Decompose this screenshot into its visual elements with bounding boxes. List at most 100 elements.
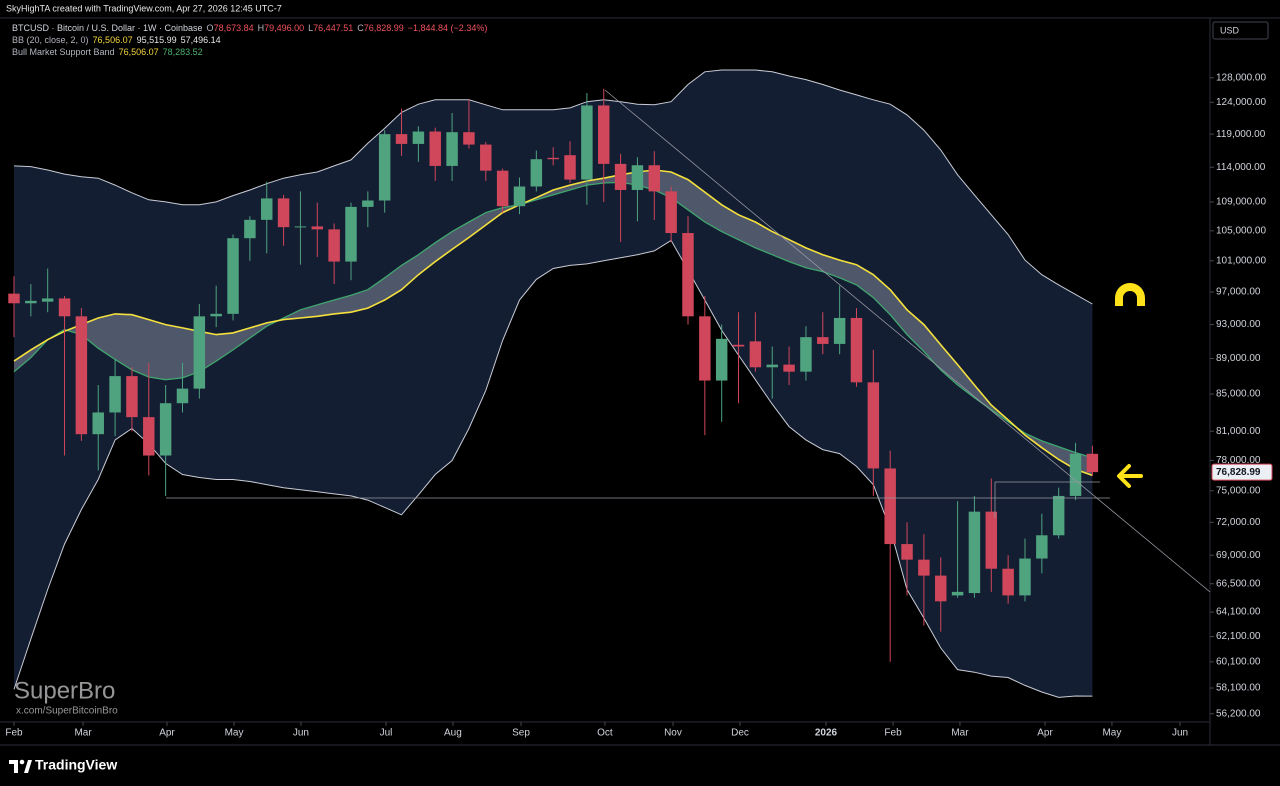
x-tick-label: Mar <box>951 728 969 739</box>
y-tick-label: 85,000.00 <box>1216 389 1261 400</box>
candle-body <box>631 165 644 190</box>
candle-body <box>378 134 391 201</box>
candle-body <box>530 159 543 187</box>
legend-band: Bull Market Support Band 76,506.07 78,283.… <box>12 47 203 57</box>
x-tick-label: 2026 <box>815 728 838 739</box>
x-tick-label: Jun <box>1172 728 1188 739</box>
x-tick-label: Dec <box>731 728 749 739</box>
candle-body <box>227 238 239 314</box>
y-tick-label: 64,100.00 <box>1216 607 1261 618</box>
y-tick-label: 72,000.00 <box>1216 517 1261 528</box>
candle-body <box>665 191 677 234</box>
y-tick-label: 62,100.00 <box>1216 631 1261 642</box>
y-tick-label: 69,000.00 <box>1216 550 1261 561</box>
y-tick-label: 78,000.00 <box>1216 455 1261 466</box>
legend-ohlc-label: O <box>207 23 214 33</box>
brand-logo <box>9 759 32 773</box>
candle-body <box>395 134 408 144</box>
y-tick-label: 119,000.00 <box>1216 129 1266 140</box>
candle-body <box>1036 535 1048 559</box>
trend-line <box>604 89 1210 593</box>
magnet-shape <box>1115 283 1145 312</box>
candle-body <box>261 198 273 220</box>
candle-body <box>480 144 492 171</box>
y-tick-label: 105,000.00 <box>1216 225 1266 236</box>
candle-body <box>850 317 863 383</box>
candle-body <box>311 226 324 230</box>
candle-body <box>699 316 711 381</box>
candle-body <box>614 163 627 190</box>
x-tick-label: May <box>225 728 244 739</box>
legend-band-value: 76,506.07 <box>119 47 159 57</box>
candle-body <box>362 200 374 207</box>
x-tick-label: Apr <box>159 728 175 739</box>
y-tick-label: 89,000.00 <box>1216 353 1261 364</box>
x-tick-label: Feb <box>884 728 902 739</box>
candle-body <box>732 344 745 347</box>
candle-body <box>968 511 981 594</box>
candle-body <box>143 417 155 456</box>
legend-band-label: Bull Market Support Band <box>12 47 115 57</box>
candle-body <box>766 364 778 368</box>
candle-body <box>935 575 947 602</box>
candle-body <box>800 337 812 372</box>
candle-body <box>463 132 475 145</box>
x-tick-label: May <box>1102 728 1121 739</box>
candle-body <box>1086 453 1099 473</box>
candle-body <box>1052 495 1065 536</box>
candle-body <box>92 412 104 435</box>
candle-body <box>715 338 728 381</box>
y-tick-label: 56,200.00 <box>1216 708 1261 719</box>
candle-body <box>749 341 762 368</box>
candle-body <box>985 511 998 569</box>
candle-body <box>1002 568 1014 596</box>
candle-body <box>244 219 256 239</box>
legend-ohlc-label: L <box>308 23 313 33</box>
logo-part <box>9 760 18 773</box>
candle-body <box>8 293 20 304</box>
y-tick-label: 101,000.00 <box>1216 255 1266 266</box>
candle-body <box>126 376 138 418</box>
candle-body <box>833 317 846 344</box>
x-tick-label: Nov <box>664 728 682 739</box>
x-tick-label: Sep <box>512 728 530 739</box>
candle-body <box>682 233 694 317</box>
arrow-icon <box>1117 464 1143 488</box>
legend-bb-label: BB (20, close, 2, 0) <box>12 35 89 45</box>
watermark-title: SuperBro <box>14 677 115 704</box>
y-tick-label: 75,000.00 <box>1216 485 1261 496</box>
candle-body <box>294 226 307 228</box>
candle-body <box>648 165 661 192</box>
y-tick-label: 58,100.00 <box>1216 683 1261 694</box>
logo-part <box>24 760 32 773</box>
candle-body <box>783 364 795 372</box>
candle-body <box>75 316 88 435</box>
arrow-shape <box>1117 464 1143 488</box>
legend: BTCUSD · Bitcoin / U.S. Dollar · 1W · Co… <box>12 23 487 57</box>
currency-box[interactable] <box>1212 21 1269 40</box>
legend-ohlc-value: 79,496.00 <box>264 23 304 33</box>
y-tick-label: 97,000.00 <box>1216 287 1261 298</box>
x-tick-label: Feb <box>5 728 23 739</box>
x-tick-label: Apr <box>1037 728 1053 739</box>
candle-body <box>918 559 930 576</box>
candle-body <box>598 105 610 164</box>
candle-body <box>513 186 526 207</box>
candle-body <box>817 337 829 344</box>
legend-band-value: 78,283.52 <box>163 47 203 57</box>
bollinger-upper <box>13 69 1093 305</box>
candle-body <box>446 132 458 166</box>
y-tick-label: 81,000.00 <box>1216 426 1261 437</box>
watermark-handle: x.com/SuperBitcoinBro <box>16 706 118 717</box>
legend-ohlc-label: H <box>258 23 265 33</box>
currency[interactable]: USD <box>1220 25 1240 35</box>
last-price-label: 76,828.99 <box>1216 467 1261 478</box>
candle-body <box>176 388 189 404</box>
candle-body <box>277 198 290 228</box>
legend-ohlc-value: 76,447.51 <box>313 23 353 33</box>
y-tick-label: 128,000.00 <box>1216 72 1266 83</box>
legend-series-name: BTCUSD · Bitcoin / U.S. Dollar · 1W · Co… <box>12 23 203 33</box>
last-price-box <box>1211 463 1273 481</box>
candle-body <box>41 298 54 302</box>
